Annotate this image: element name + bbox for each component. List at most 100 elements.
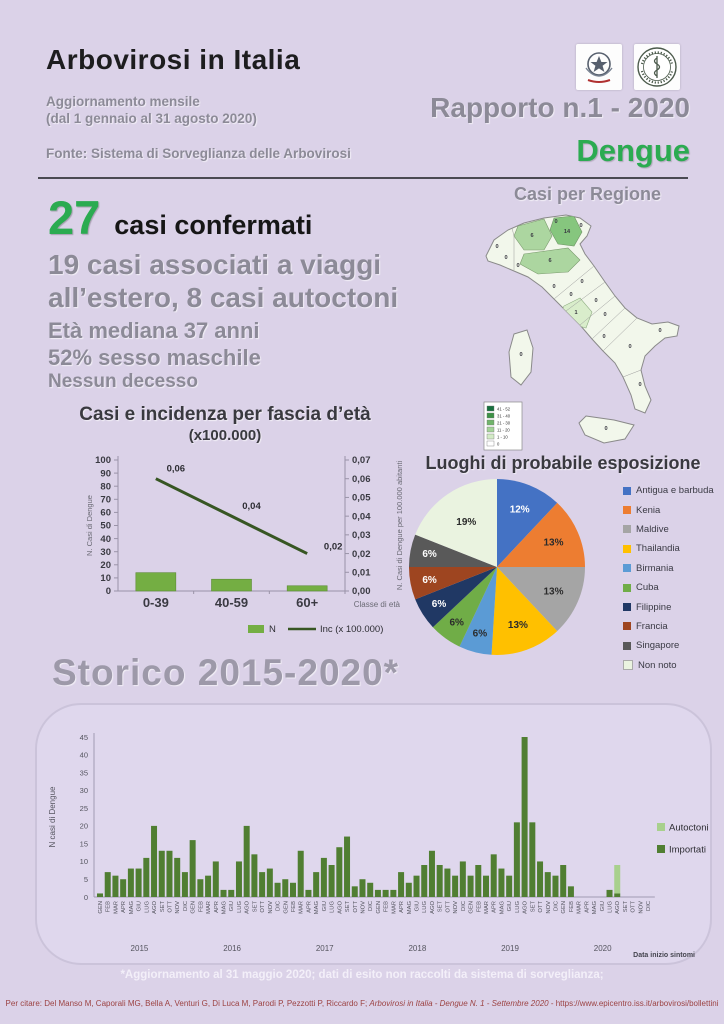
pie-slice [415,479,497,567]
importati-bar [544,872,551,897]
svg-text:DIC: DIC [461,901,467,911]
svg-text:NOV: NOV [453,901,459,914]
importati-bar [328,865,335,897]
svg-text:AGO: AGO [337,901,343,914]
svg-text:0,06: 0,06 [352,474,371,485]
pie-slice [415,567,497,628]
legend-swatch [623,622,631,631]
importati-bar [436,865,443,897]
region-value: 0 [628,344,631,350]
sex-ratio: 52% sesso maschile [48,345,261,370]
importati-bar [205,875,212,897]
svg-text:2020: 2020 [594,944,612,953]
age-chart-subtitle: (x100.000) [188,427,262,444]
confirmed-count: 27 [48,191,101,244]
importati-bar [235,861,242,897]
svg-text:GEN: GEN [283,901,289,914]
region-value: 0 [519,352,522,358]
svg-text:GIU: GIU [507,901,513,911]
svg-text:FEB: FEB [198,901,204,912]
svg-text:GIU: GIU [600,901,606,911]
svg-text:2017: 2017 [316,944,334,953]
svg-text:Classe di età: Classe di età [354,600,401,609]
confirmed-label: casi confermati [114,210,313,240]
svg-text:GEN: GEN [376,901,382,914]
pie-slice [409,567,497,600]
update-footnote: *Aggiornamento al 31 maggio 2020; dati d… [120,969,604,981]
svg-text:41 - 52: 41 - 52 [497,406,511,411]
disease-name: Dengue [576,133,690,168]
importati-bar [259,872,266,897]
importati-bar [143,857,150,897]
citation-url: - https://www.epicentro.iss.it/arboviros… [548,999,719,1008]
pie-slice [497,502,585,567]
legend-swatch [623,486,631,495]
region-value: 0 [554,219,557,225]
sardegna-shape [508,329,534,386]
svg-text:FEB: FEB [291,901,297,912]
svg-text:MAR: MAR [113,901,119,914]
importati-bar [228,889,235,897]
pie-legend-item: Filippine [623,597,714,616]
pie-slice [409,534,497,567]
svg-text:Inc (x 100.000): Inc (x 100.000) [320,624,383,635]
pie-slice [491,567,558,655]
pie-slice [497,567,585,632]
svg-text:0: 0 [84,893,88,902]
importati-bar [112,875,119,897]
legend-label: Thailandia [636,543,680,555]
svg-text:0,02: 0,02 [352,549,371,560]
region-value: 0 [594,298,597,304]
citation-prefix: Per citare: Del Manso M, Caporali MG, Be… [5,999,370,1008]
svg-text:0,07: 0,07 [352,455,371,466]
svg-text:0,00: 0,00 [352,586,371,597]
italy-map: 0 0 6 0 14 0 0 6 0 0 0 1 0 0 0 0 0 0 0 0 41 - 52 31 - 40 21 -… [468,206,708,458]
region-value: 0 [604,426,607,432]
sicilia-shape [578,415,635,444]
legend-label: Filippine [636,601,672,613]
region-value: 0 [552,284,555,290]
importati-bar [475,865,482,897]
svg-text:20: 20 [100,560,111,571]
svg-text:6%: 6% [449,618,464,629]
svg-text:SET: SET [438,901,444,913]
importati-bar [166,850,173,897]
svg-text:APR: APR [121,901,127,913]
pie-legend-item: Maldive [623,520,714,539]
importati-bar [251,854,258,897]
history-panel: 0 5 10 15 20 25 30 35 40 45 N casi di Dengue GEN FEB… [35,703,712,965]
importati-bar [97,893,103,897]
region-shading [511,215,642,378]
pie-legend-item: Non noto [623,656,714,675]
svg-text:SET: SET [252,901,258,913]
history-legend-label: Autoctoni [669,823,709,834]
importati-bar [305,889,312,897]
svg-text:N. Casi di Dengue per 100.000: N. Casi di Dengue per 100.000 abitanti [395,461,404,591]
svg-text:15: 15 [80,839,88,848]
svg-text:31 - 40: 31 - 40 [497,413,511,418]
median-age: Età mediana 37 anni [48,318,260,343]
svg-text:DIC: DIC [276,901,282,911]
region-value: 0 [658,328,661,334]
svg-text:35: 35 [80,768,88,777]
legend-label: Non noto [638,659,677,671]
svg-text:SET: SET [160,901,166,913]
svg-text:NOV: NOV [546,901,552,914]
svg-text:40-59: 40-59 [215,595,248,610]
legend-swatch [623,603,631,612]
importati-bar [421,865,428,897]
legend-swatch [623,641,631,650]
svg-text:NOV: NOV [268,901,274,914]
svg-text:Data inizio sintomi: Data inizio sintomi [633,952,695,959]
svg-text:DIC: DIC [646,901,652,911]
history-legend-swatch [657,845,665,853]
svg-text:0,04: 0,04 [242,501,261,512]
importati-bar [560,865,567,897]
deaths: Nessun decesso [48,371,198,392]
pie-slice [459,567,497,655]
importati-bar [483,875,489,897]
svg-text:MAR: MAR [391,901,397,914]
svg-text:70: 70 [100,495,111,506]
exposure-pie-svg: 12%13%13%13%6%6%6%6%6%19% [409,479,585,655]
